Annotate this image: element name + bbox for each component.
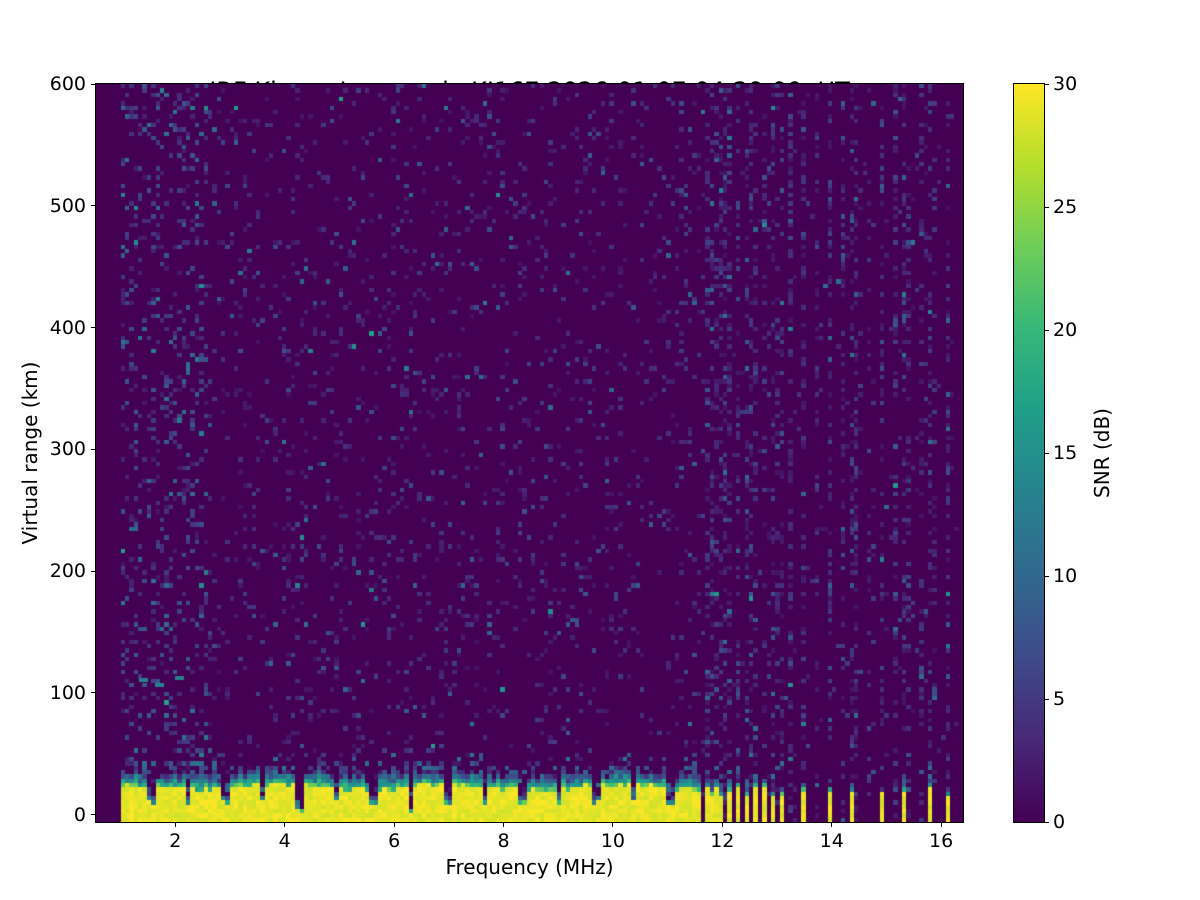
x-tick-mark	[284, 823, 286, 827]
x-tick-label: 8	[497, 830, 510, 852]
colorbar-tick-label: 25	[1053, 196, 1078, 218]
y-tick-mark	[91, 448, 95, 450]
y-tick-mark	[91, 205, 95, 207]
x-tick-mark	[940, 823, 942, 827]
y-tick-label: 100	[49, 681, 86, 704]
y-tick-label: 400	[49, 316, 86, 339]
y-tick-label: 500	[49, 194, 86, 217]
colorbar-canvas	[1014, 84, 1044, 822]
plot-area	[95, 83, 964, 823]
y-tick-mark	[91, 814, 95, 816]
x-tick-mark	[393, 823, 395, 827]
x-tick-label: 16	[929, 830, 954, 852]
colorbar-tick-mark	[1045, 206, 1049, 208]
colorbar-tick-mark	[1045, 821, 1049, 823]
colorbar-tick-mark	[1045, 329, 1049, 331]
x-tick-label: 4	[278, 830, 291, 852]
x-tick-label: 12	[710, 830, 735, 852]
colorbar-tick-label: 20	[1053, 319, 1078, 341]
y-tick-mark	[91, 83, 95, 85]
x-tick-label: 10	[600, 830, 625, 852]
colorbar	[1013, 83, 1045, 823]
x-tick-mark	[721, 823, 723, 827]
x-tick-mark	[612, 823, 614, 827]
y-tick-mark	[91, 327, 95, 329]
y-tick-mark	[91, 692, 95, 694]
x-tick-mark	[831, 823, 833, 827]
x-tick-label: 6	[388, 830, 401, 852]
colorbar-tick-label: 10	[1053, 565, 1078, 587]
colorbar-tick-mark	[1045, 452, 1049, 454]
colorbar-tick-label: 30	[1053, 73, 1078, 95]
y-tick-mark	[91, 570, 95, 572]
colorbar-tick-label: 0	[1053, 811, 1066, 833]
x-axis-label: Frequency (MHz)	[445, 855, 614, 879]
y-tick-label: 300	[49, 438, 86, 461]
y-tick-label: 200	[49, 560, 86, 583]
colorbar-tick-mark	[1045, 575, 1049, 577]
colorbar-tick-label: 5	[1053, 688, 1066, 710]
heatmap-canvas	[96, 84, 963, 822]
colorbar-tick-mark	[1045, 698, 1049, 700]
x-tick-label: 14	[819, 830, 844, 852]
y-tick-label: 600	[49, 73, 86, 95]
colorbar-tick-mark	[1045, 83, 1049, 85]
x-tick-mark	[174, 823, 176, 827]
x-tick-label: 2	[169, 830, 182, 852]
x-tick-mark	[503, 823, 505, 827]
colorbar-tick-label: 15	[1053, 442, 1078, 464]
y-tick-label: 0	[73, 803, 86, 826]
